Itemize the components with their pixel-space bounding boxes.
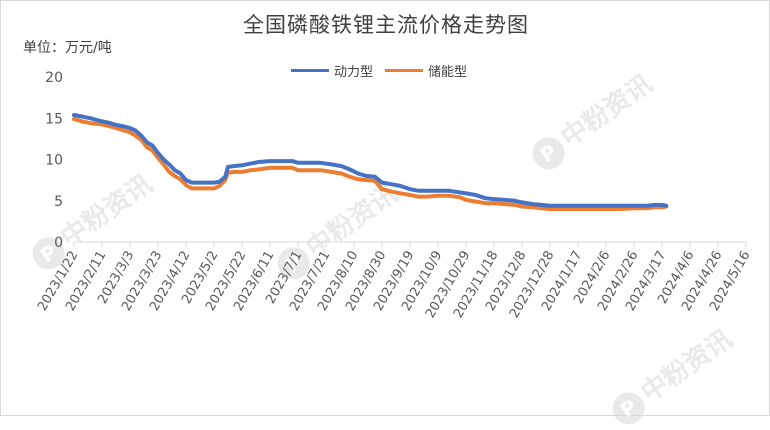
y-tick-label: 20 xyxy=(45,70,63,86)
chart-title: 全国磷酸铁锂主流价格走势图 xyxy=(243,13,529,37)
legend: 动力型 储能型 xyxy=(291,61,479,80)
line-chart-plot: 051015202023/1/222023/2/112023/3/32023/3… xyxy=(35,70,753,321)
legend-label-storage: 储能型 xyxy=(428,65,468,80)
legend-swatch-power xyxy=(291,69,329,72)
y-tick-label: 0 xyxy=(54,235,63,251)
legend-label-power: 动力型 xyxy=(334,65,374,80)
series-line-storage xyxy=(72,117,669,211)
legend-item-power: 动力型 xyxy=(291,61,373,80)
y-tick-label: 5 xyxy=(54,194,63,210)
y-unit-label: 单位：万元/吨 xyxy=(23,40,112,56)
series-line-power xyxy=(72,113,669,208)
y-tick-label: 15 xyxy=(45,111,63,127)
y-tick-label: 10 xyxy=(45,153,63,169)
legend-swatch-storage xyxy=(385,69,424,72)
legend-item-storage: 储能型 xyxy=(385,61,467,80)
